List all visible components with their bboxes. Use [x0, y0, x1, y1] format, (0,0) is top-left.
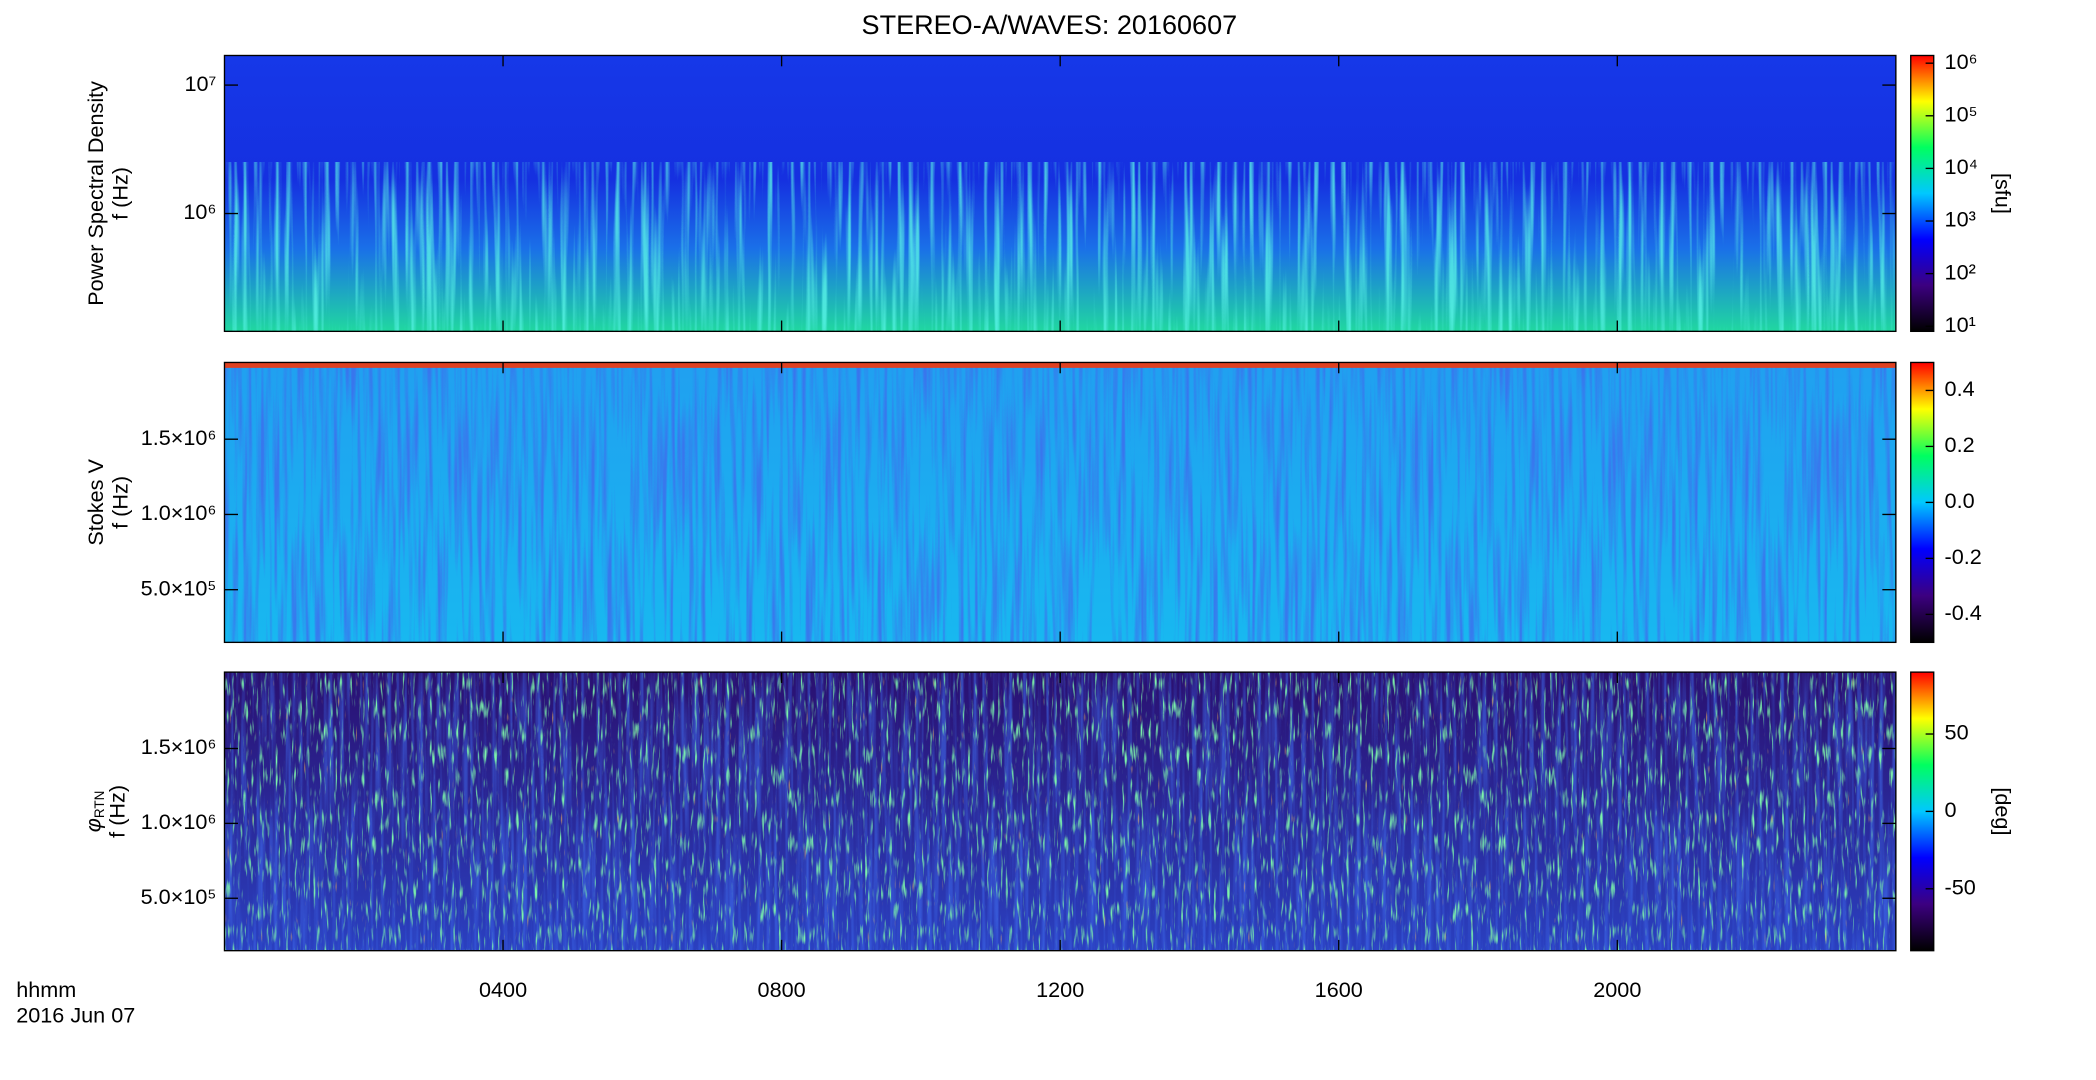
y-tick-label: 1.5×10⁶	[141, 734, 217, 759]
colorbar	[1910, 54, 1935, 333]
colorbar-tick-label: 10¹	[1945, 312, 1976, 337]
y-axis-label: φRTN	[80, 791, 106, 833]
y-tick-label: 5.0×10⁵	[141, 884, 217, 909]
colorbar-tick-label: -0.2	[1945, 544, 1982, 569]
colorbar-tick-label: 0.4	[1945, 376, 1975, 401]
x-tick-label: 1600	[1315, 977, 1363, 1002]
x-tick-label: 1200	[1036, 977, 1084, 1002]
colorbar-tick-label: 10³	[1945, 207, 1976, 232]
spectrogram-texture	[224, 162, 1896, 332]
colorbar-tick-label: 10⁶	[1945, 49, 1978, 74]
x-axis-label: hhmm	[16, 977, 76, 1002]
colorbar-tick-label: 0.0	[1945, 488, 1975, 513]
colorbar-tick-label: -50	[1945, 874, 1976, 899]
x-tick-label: 2000	[1593, 977, 1641, 1002]
y-axis-label: f (Hz)	[107, 476, 132, 529]
y-tick-label: 10⁶	[183, 199, 216, 224]
y-axis-label-subscript: RTN	[92, 791, 107, 819]
y-axis-label: Stokes V	[83, 459, 108, 546]
colorbar-label: [deg]	[1991, 787, 2016, 835]
y-axis-label: f (Hz)	[107, 167, 132, 220]
x-tick-label: 0400	[479, 977, 527, 1002]
y-tick-label: 5.0×10⁵	[141, 575, 217, 600]
colorbar-tick-label: 10⁴	[1945, 154, 1978, 179]
colorbar-tick-label: 0	[1945, 797, 1957, 822]
plot-area	[224, 55, 1896, 951]
y-tick-label: 1.0×10⁶	[141, 500, 217, 525]
colorbar-tick-label: 0.2	[1945, 432, 1975, 457]
y-tick-label: 10⁷	[184, 71, 216, 96]
date-label: 2016 Jun 07	[16, 1003, 135, 1028]
y-tick-label: 1.5×10⁶	[141, 425, 217, 450]
chart-title: STEREO-A/WAVES: 20160607	[862, 10, 1238, 40]
colorbar-tick-label: 50	[1945, 720, 1969, 745]
colorbar-label: [sfu]	[1991, 173, 2016, 214]
y-tick-label: 1.0×10⁶	[141, 809, 217, 834]
y-axis-label: f (Hz)	[105, 785, 130, 838]
x-tick-label: 0800	[758, 977, 806, 1002]
colorbar-tick-label: 10²	[1945, 259, 1976, 284]
colorbar-tick-label: 10⁵	[1945, 102, 1978, 127]
y-axis-label: Power Spectral Density	[83, 81, 108, 306]
y-axis-label-symbol: φ	[80, 818, 105, 832]
spectrogram-texture	[224, 362, 1896, 643]
spectrogram-texture	[224, 672, 1896, 951]
colorbar-tick-label: -0.4	[1945, 600, 1982, 625]
